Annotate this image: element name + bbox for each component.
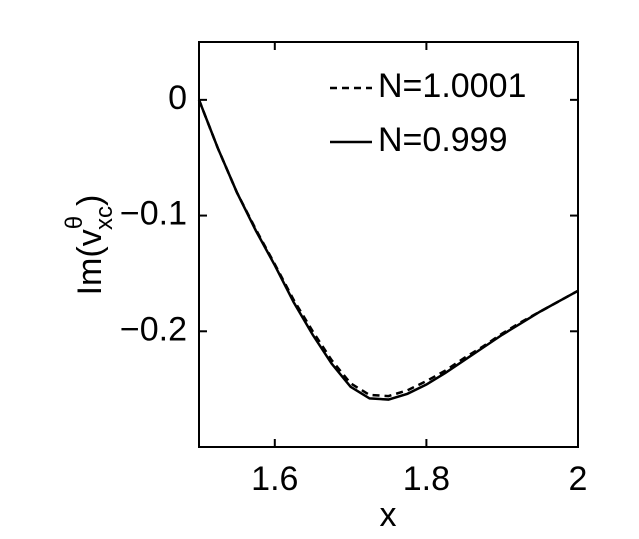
y-tick-label: 0: [168, 79, 187, 117]
y-axis-label: Im(vθ xc): [61, 195, 118, 296]
legend-label: N=0.999: [378, 121, 508, 159]
y-tick-label: −0.1: [120, 195, 187, 233]
x-tick-label: 1.8: [403, 460, 450, 498]
x-tick-label: 1.6: [251, 460, 298, 498]
legend-label: N=1.0001: [378, 67, 526, 105]
y-tick-label: −0.2: [120, 310, 187, 348]
y-label-close: ): [71, 195, 109, 206]
y-label-sup: θ: [61, 216, 88, 229]
y-label-base: Im(v: [71, 229, 109, 295]
plot-frame: [198, 41, 579, 448]
x-axis-label: x: [380, 496, 397, 534]
x-tick-label: 2: [569, 460, 588, 498]
series-line: [197, 99, 579, 401]
y-label-sub: xc: [91, 206, 118, 230]
